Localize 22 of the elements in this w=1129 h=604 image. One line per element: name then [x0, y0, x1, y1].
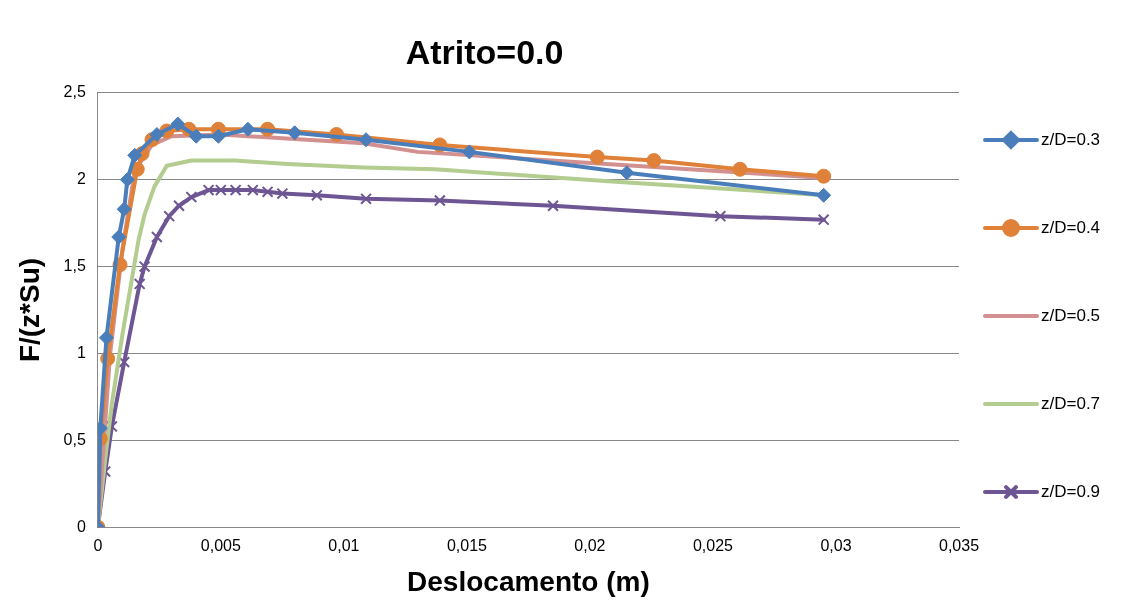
x-tick-label: 0,015: [446, 537, 488, 555]
y-tick-label: 1,5: [63, 256, 86, 274]
legend-label: z/D=0.4: [1041, 217, 1101, 237]
y-tick-label: 2: [76, 170, 86, 188]
x-tick-label: 0,01: [328, 537, 360, 555]
legend-label: z/D=0.7: [1041, 393, 1101, 413]
legend-label: z/D=0.5: [1041, 305, 1101, 325]
x-tick-label: 0,005: [200, 537, 241, 555]
x-tick-label: 0,035: [938, 537, 980, 555]
chart-title: Atrito=0.0: [405, 32, 564, 71]
x-tick-label: 0,03: [820, 537, 852, 555]
x-tick-label: 0: [93, 537, 103, 555]
y-axis-title: F/(z*Su): [13, 257, 45, 363]
y-tick-label: 2,5: [63, 83, 86, 101]
x-tick-label: 0,02: [574, 537, 606, 555]
y-tick-label: 0,5: [63, 430, 86, 448]
x-axis-title: Deslocamento (m): [407, 565, 650, 597]
legend-label: z/D=0.9: [1041, 481, 1101, 501]
y-tick-label: 1: [76, 343, 86, 361]
x-tick-label: 0,025: [692, 537, 734, 555]
y-tick-label: 0: [76, 517, 86, 535]
legend-label: z/D=0.3: [1041, 129, 1101, 149]
